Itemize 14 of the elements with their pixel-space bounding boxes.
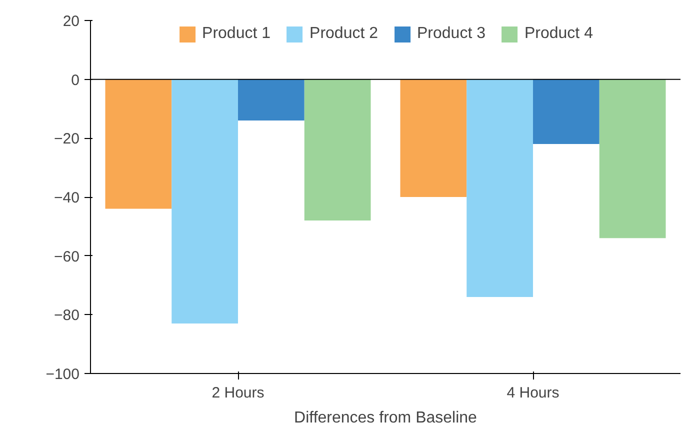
y-tick-label: −60 bbox=[54, 248, 80, 266]
y-tick-label: 0 bbox=[71, 72, 80, 89]
legend-label: Product 4 bbox=[524, 25, 593, 43]
y-tick-label: −20 bbox=[54, 130, 80, 148]
y-tick-label: −40 bbox=[54, 190, 80, 206]
x-tick-label: 2 Hours bbox=[212, 384, 264, 402]
legend-label: Product 3 bbox=[417, 25, 486, 43]
y-tick-label: 20 bbox=[62, 13, 80, 30]
x-tick-label: 4 Hours bbox=[506, 384, 560, 402]
legend-label: Product 2 bbox=[310, 25, 378, 43]
y-tick-label: −80 bbox=[54, 307, 80, 324]
legend-label: Product 1 bbox=[202, 25, 271, 43]
x-axis-title: Differences from Baseline bbox=[294, 410, 478, 426]
y-tick-label: −100 bbox=[46, 366, 80, 383]
